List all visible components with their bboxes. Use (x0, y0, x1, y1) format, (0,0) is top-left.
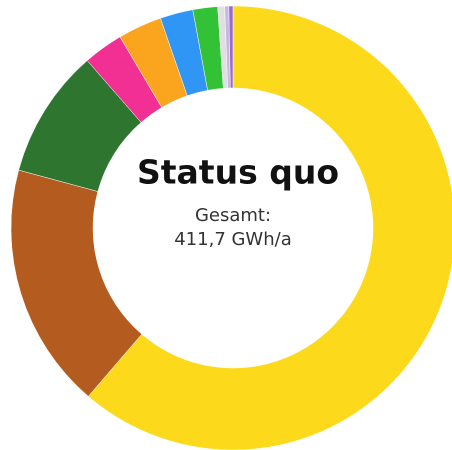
donut-slice (87, 5, 452, 450)
chart-title: Status quo (137, 153, 339, 192)
donut-slice (228, 5, 234, 89)
donut (10, 5, 452, 450)
center-label: 411,7 GWh/a (174, 229, 292, 250)
donut-slice (10, 169, 143, 397)
center-label: Gesamt: (195, 205, 271, 226)
